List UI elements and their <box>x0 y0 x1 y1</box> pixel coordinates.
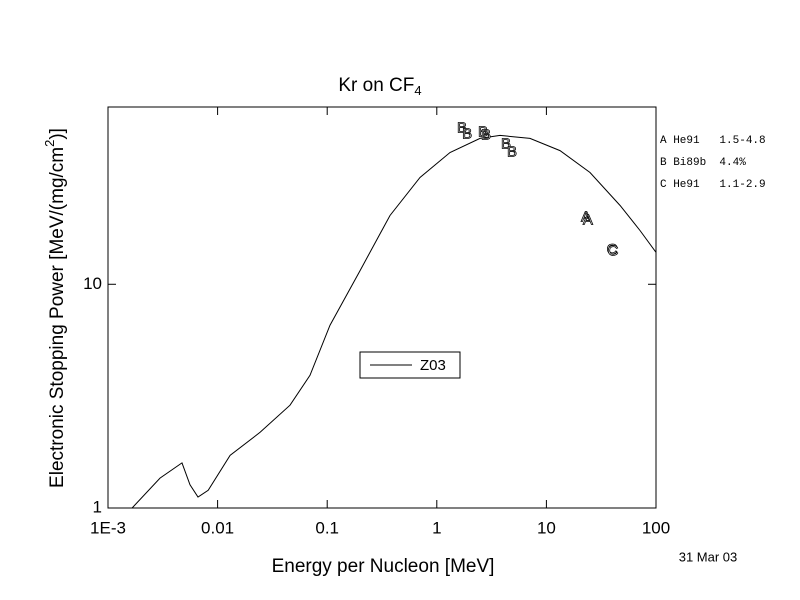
legend-note: C He91 1.1-2.9 <box>660 179 766 191</box>
data-marker: A <box>581 208 591 225</box>
chart-title: Kr on CF4 <box>338 75 421 98</box>
data-marker: C <box>608 243 619 260</box>
x-tick-label: 10 <box>537 518 556 537</box>
legend-note: B Bi89b 4.4% <box>660 157 746 169</box>
y-tick-label: 1 <box>93 497 102 516</box>
legend-label: Z03 <box>420 357 446 374</box>
x-tick-label: 1 <box>432 518 441 537</box>
data-marker: B <box>457 119 467 136</box>
data-marker: B <box>481 126 491 143</box>
x-tick-label: 0.1 <box>315 518 339 537</box>
title-subscript: 4 <box>414 83 421 98</box>
data-marker: B <box>501 135 511 152</box>
data-marker: A <box>583 211 593 228</box>
legend-note: A He91 1.5-4.8 <box>660 135 766 147</box>
date: 31 Mar 03 <box>679 549 738 564</box>
x-tick-label: 0.01 <box>201 518 234 537</box>
x-tick-label: 1E-3 <box>90 518 126 537</box>
y-label-text: Electronic Stopping Power [MeV/(mg/cm <box>47 147 68 488</box>
x-tick-label: 100 <box>642 518 670 537</box>
data-marker: B <box>478 123 488 140</box>
data-marker: B <box>507 144 517 161</box>
y-tick-label: 10 <box>83 274 102 293</box>
data-marker: B <box>462 126 472 143</box>
y-label-text: )] <box>47 128 68 140</box>
x-axis-label: Energy per Nucleon [MeV] <box>272 556 495 577</box>
title-text: Kr on CF <box>338 75 414 96</box>
series-line <box>131 134 656 508</box>
y-label-superscript: 2 <box>42 140 57 147</box>
data-marker: C <box>607 241 618 258</box>
plot-frame <box>107 106 657 509</box>
y-axis-label: Electronic Stopping Power [MeV/(mg/cm2)] <box>42 128 68 488</box>
